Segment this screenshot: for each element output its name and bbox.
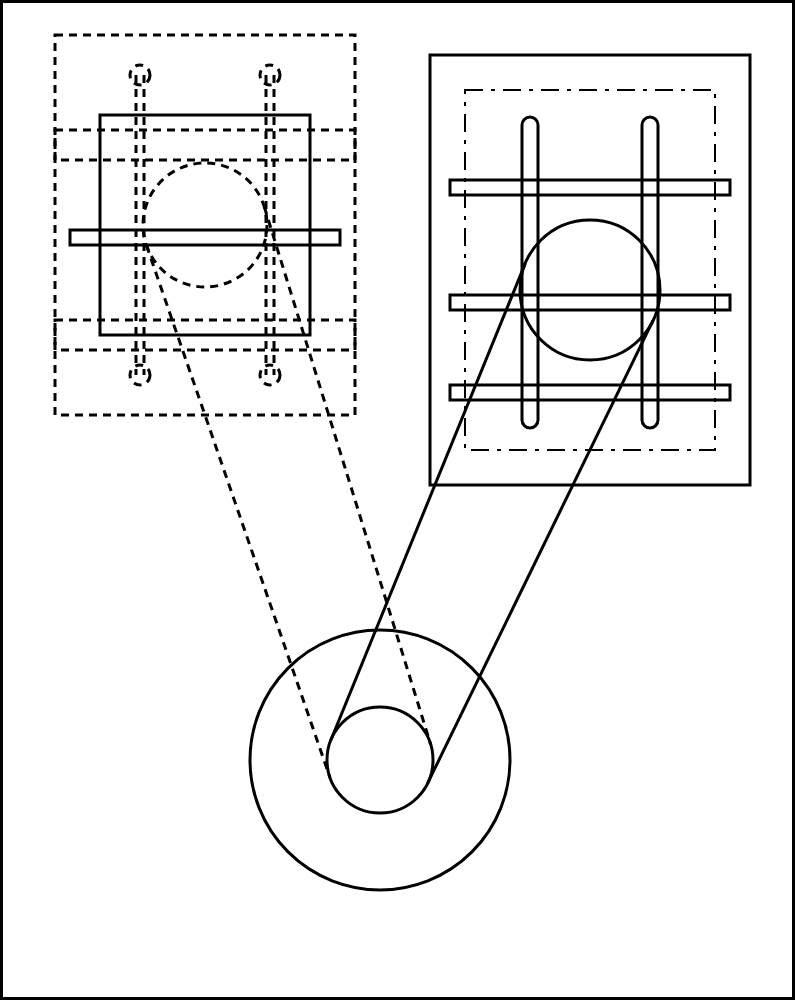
svg-rect-0 [0,0,795,1000]
